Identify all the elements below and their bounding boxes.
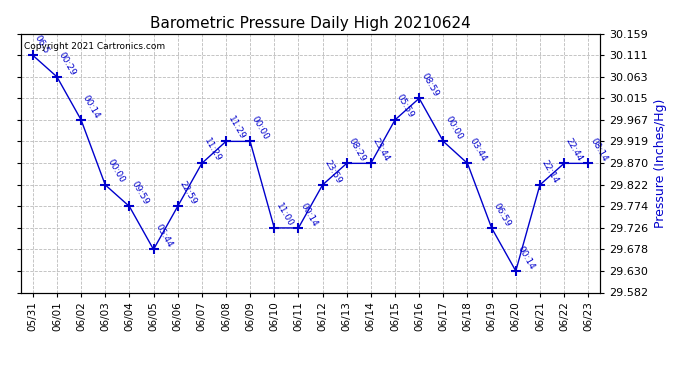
Text: 23:59: 23:59 xyxy=(322,158,343,185)
Title: Barometric Pressure Daily High 20210624: Barometric Pressure Daily High 20210624 xyxy=(150,16,471,31)
Text: 11:29: 11:29 xyxy=(201,136,222,164)
Text: 08:29: 08:29 xyxy=(346,136,367,164)
Text: Copyright 2021 Cartronics.com: Copyright 2021 Cartronics.com xyxy=(23,42,165,51)
Text: 00:00: 00:00 xyxy=(105,158,126,185)
Text: 22:59: 22:59 xyxy=(177,180,198,206)
Text: 22:44: 22:44 xyxy=(564,137,584,164)
Text: 00:29: 00:29 xyxy=(57,50,77,77)
Text: 11:00: 11:00 xyxy=(274,201,295,228)
Text: 00:00: 00:00 xyxy=(443,114,464,141)
Text: 06:59: 06:59 xyxy=(491,201,513,228)
Text: 08:59: 08:59 xyxy=(419,71,440,98)
Text: 23:44: 23:44 xyxy=(371,137,391,164)
Text: 06:5: 06:5 xyxy=(33,33,50,55)
Text: 09:59: 09:59 xyxy=(129,180,150,206)
Text: 08:14: 08:14 xyxy=(588,136,609,164)
Text: 00:14: 00:14 xyxy=(515,244,536,271)
Text: 00:14: 00:14 xyxy=(298,201,319,228)
Text: 11:29: 11:29 xyxy=(226,115,246,141)
Text: 05:44: 05:44 xyxy=(153,223,174,249)
Text: 22:14: 22:14 xyxy=(540,158,560,185)
Text: 00:14: 00:14 xyxy=(81,93,101,120)
Y-axis label: Pressure (Inches/Hg): Pressure (Inches/Hg) xyxy=(654,99,667,228)
Text: 00:00: 00:00 xyxy=(250,114,271,141)
Text: 05:59: 05:59 xyxy=(395,93,416,120)
Text: 03:44: 03:44 xyxy=(467,136,488,164)
